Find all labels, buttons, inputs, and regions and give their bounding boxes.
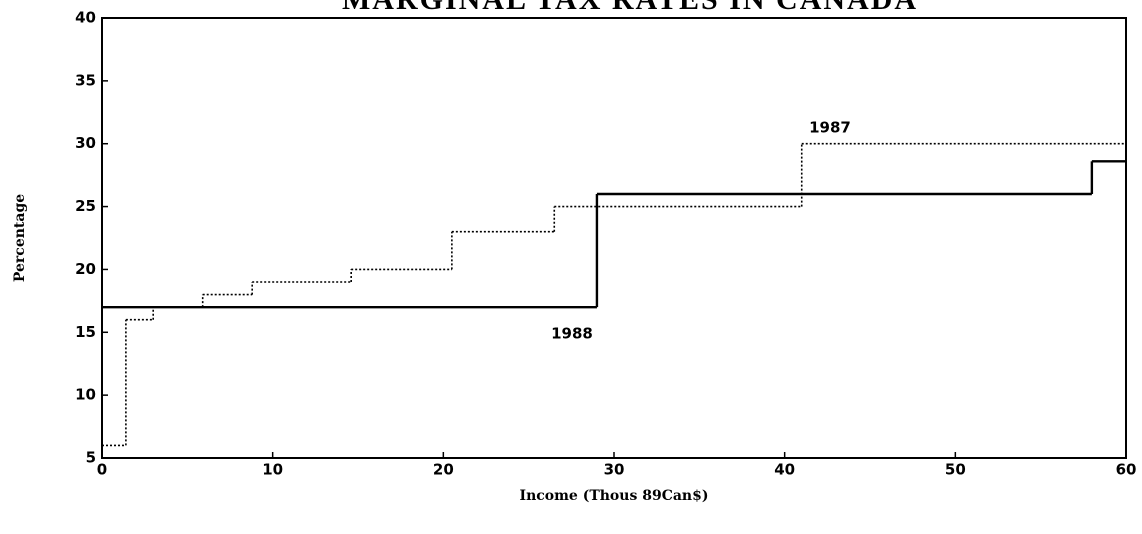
y-tick-label: 15 <box>75 323 96 341</box>
y-tick-label: 5 <box>86 449 96 467</box>
y-tick-label: 10 <box>75 386 96 404</box>
plot-frame <box>101 17 1127 459</box>
chart-title: MARGINAL TAX RATES IN CANADA <box>342 0 918 16</box>
x-tick-label: 0 <box>97 461 107 479</box>
annotation: 1988 <box>551 325 593 343</box>
x-tick-label: 30 <box>604 461 625 479</box>
x-tick-label: 50 <box>945 461 966 479</box>
y-tick-label: 25 <box>75 197 96 215</box>
y-tick-label: 40 <box>75 9 96 27</box>
annotation: 1987 <box>809 119 851 137</box>
x-axis-label: Income (Thous 89Can$) <box>520 488 709 504</box>
x-tick-label: 10 <box>262 461 283 479</box>
x-tick-label: 40 <box>774 461 795 479</box>
x-tick-label: 20 <box>433 461 454 479</box>
x-tick-label: 60 <box>1116 461 1137 479</box>
y-tick-label: 35 <box>75 71 96 89</box>
y-tick-label: 20 <box>75 260 96 278</box>
y-axis-label: Percentage <box>12 194 28 282</box>
y-tick-label: 30 <box>75 134 96 152</box>
